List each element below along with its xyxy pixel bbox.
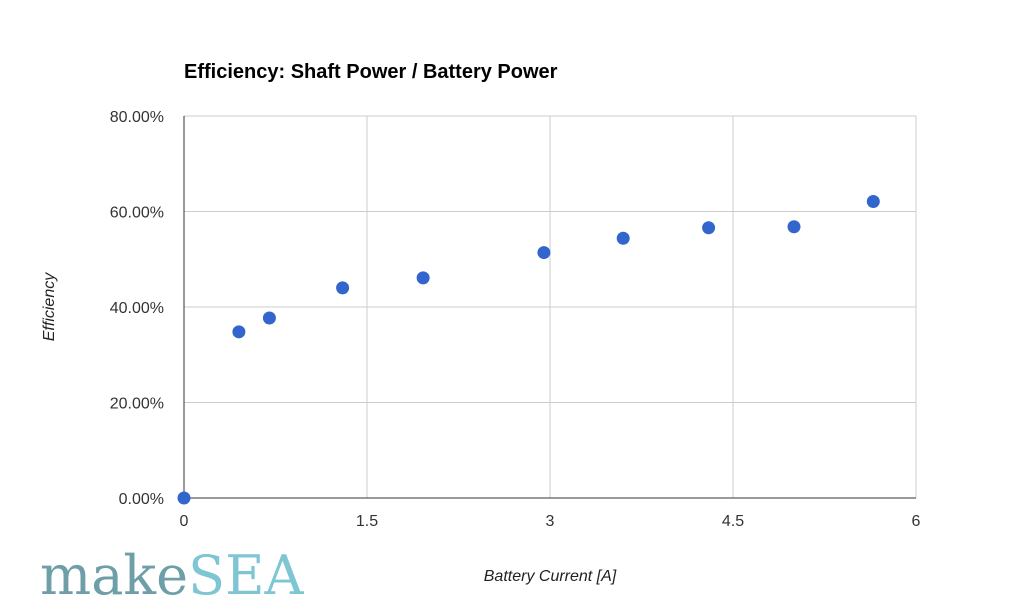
data-point: [702, 221, 716, 235]
x-tick-label: 4.5: [722, 513, 744, 530]
x-tick-label: 6: [912, 513, 921, 530]
svg-text:makeSEA: makeSEA: [40, 544, 304, 607]
data-points: [177, 194, 880, 505]
y-axis-label: Efficiency: [41, 272, 58, 341]
logo-make-text: make: [40, 544, 188, 607]
data-point: [232, 325, 246, 339]
data-point: [787, 220, 801, 234]
data-point: [616, 231, 630, 245]
y-tick-label: 40.00%: [110, 300, 164, 317]
y-tick-labels: 0.00% 20.00% 40.00% 60.00% 80.00%: [110, 109, 164, 508]
data-point: [537, 246, 551, 260]
data-point: [416, 271, 430, 285]
data-point: [866, 194, 880, 208]
makesea-logo: makeSEA: [40, 544, 304, 607]
y-tick-label: 80.00%: [110, 109, 164, 126]
chart-title: Efficiency: Shaft Power / Battery Power: [184, 61, 558, 83]
x-tick-label: 3: [546, 513, 555, 530]
x-tick-label: 0: [180, 513, 189, 530]
data-point: [336, 281, 350, 295]
x-tick-label: 1.5: [356, 513, 378, 530]
grid-lines: [184, 115, 917, 498]
x-tick-labels: 0 1.5 3 4.5 6: [180, 513, 921, 530]
y-tick-label: 60.00%: [110, 205, 164, 222]
data-point: [262, 311, 276, 325]
data-point: [177, 491, 191, 505]
x-axis-label: Battery Current [A]: [484, 568, 617, 585]
y-tick-label: 20.00%: [110, 396, 164, 413]
y-tick-label: 0.00%: [119, 491, 164, 508]
axes: [183, 116, 916, 499]
logo-sea-text: SEA: [188, 544, 304, 607]
